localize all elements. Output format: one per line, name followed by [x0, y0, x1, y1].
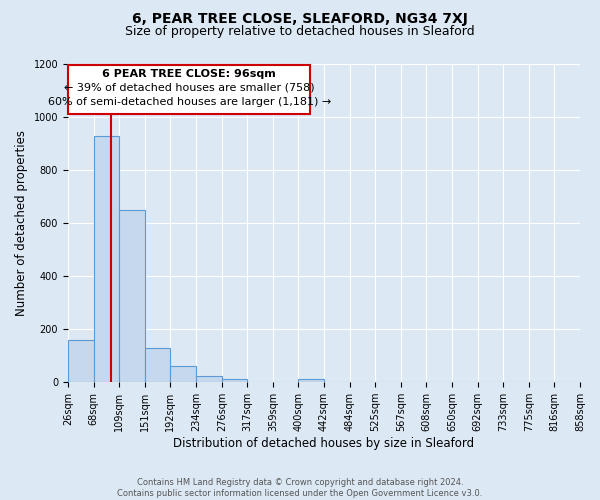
Text: Contains HM Land Registry data © Crown copyright and database right 2024.
Contai: Contains HM Land Registry data © Crown c… [118, 478, 482, 498]
Bar [94, 136, 119, 382]
Bar [119, 210, 145, 382]
Bar [298, 379, 324, 382]
X-axis label: Distribution of detached houses by size in Sleaford: Distribution of detached houses by size … [173, 437, 475, 450]
Bar [68, 340, 94, 382]
Bar [222, 379, 247, 382]
Text: Size of property relative to detached houses in Sleaford: Size of property relative to detached ho… [125, 25, 475, 38]
Text: 60% of semi-detached houses are larger (1,181) →: 60% of semi-detached houses are larger (… [47, 96, 331, 106]
Bar [145, 348, 170, 382]
Bar [68, 66, 310, 114]
Text: 6 PEAR TREE CLOSE: 96sqm: 6 PEAR TREE CLOSE: 96sqm [102, 69, 276, 79]
Text: 6, PEAR TREE CLOSE, SLEAFORD, NG34 7XJ: 6, PEAR TREE CLOSE, SLEAFORD, NG34 7XJ [132, 12, 468, 26]
Y-axis label: Number of detached properties: Number of detached properties [15, 130, 28, 316]
Bar [170, 366, 196, 382]
Bar [196, 376, 222, 382]
Text: ← 39% of detached houses are smaller (758): ← 39% of detached houses are smaller (75… [64, 82, 314, 92]
